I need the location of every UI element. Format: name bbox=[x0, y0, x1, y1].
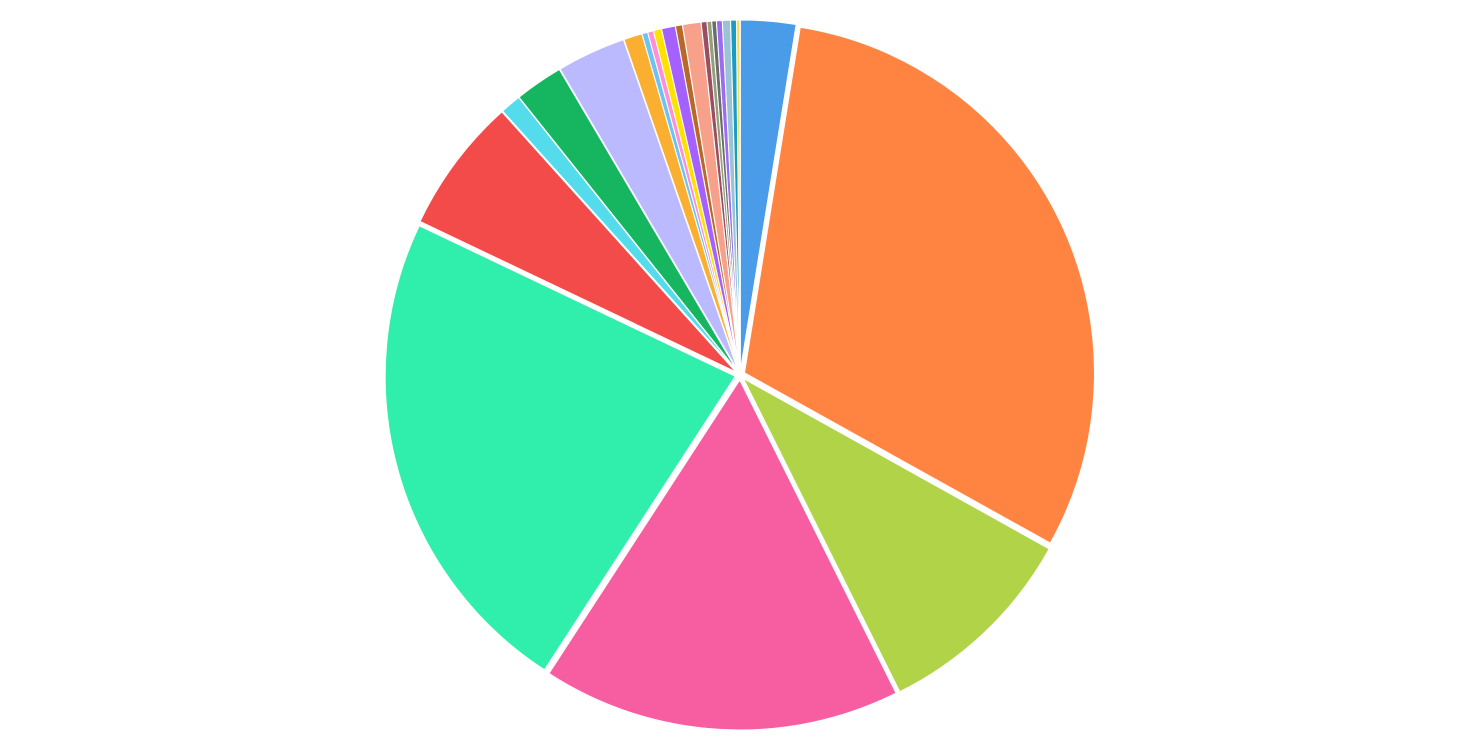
pie-slice-7 bbox=[502, 96, 738, 372]
pie-slice-3 bbox=[742, 378, 1050, 693]
pie-slice-4 bbox=[548, 379, 897, 731]
pie-slice-2 bbox=[744, 26, 1095, 544]
pie-slices bbox=[384, 19, 1095, 731]
pie-slice-6 bbox=[419, 111, 737, 373]
pie-slice-9 bbox=[559, 39, 739, 371]
pie-slice-23 bbox=[735, 19, 741, 371]
pie-slice-8 bbox=[518, 68, 738, 372]
pie-slice-5 bbox=[384, 225, 736, 671]
